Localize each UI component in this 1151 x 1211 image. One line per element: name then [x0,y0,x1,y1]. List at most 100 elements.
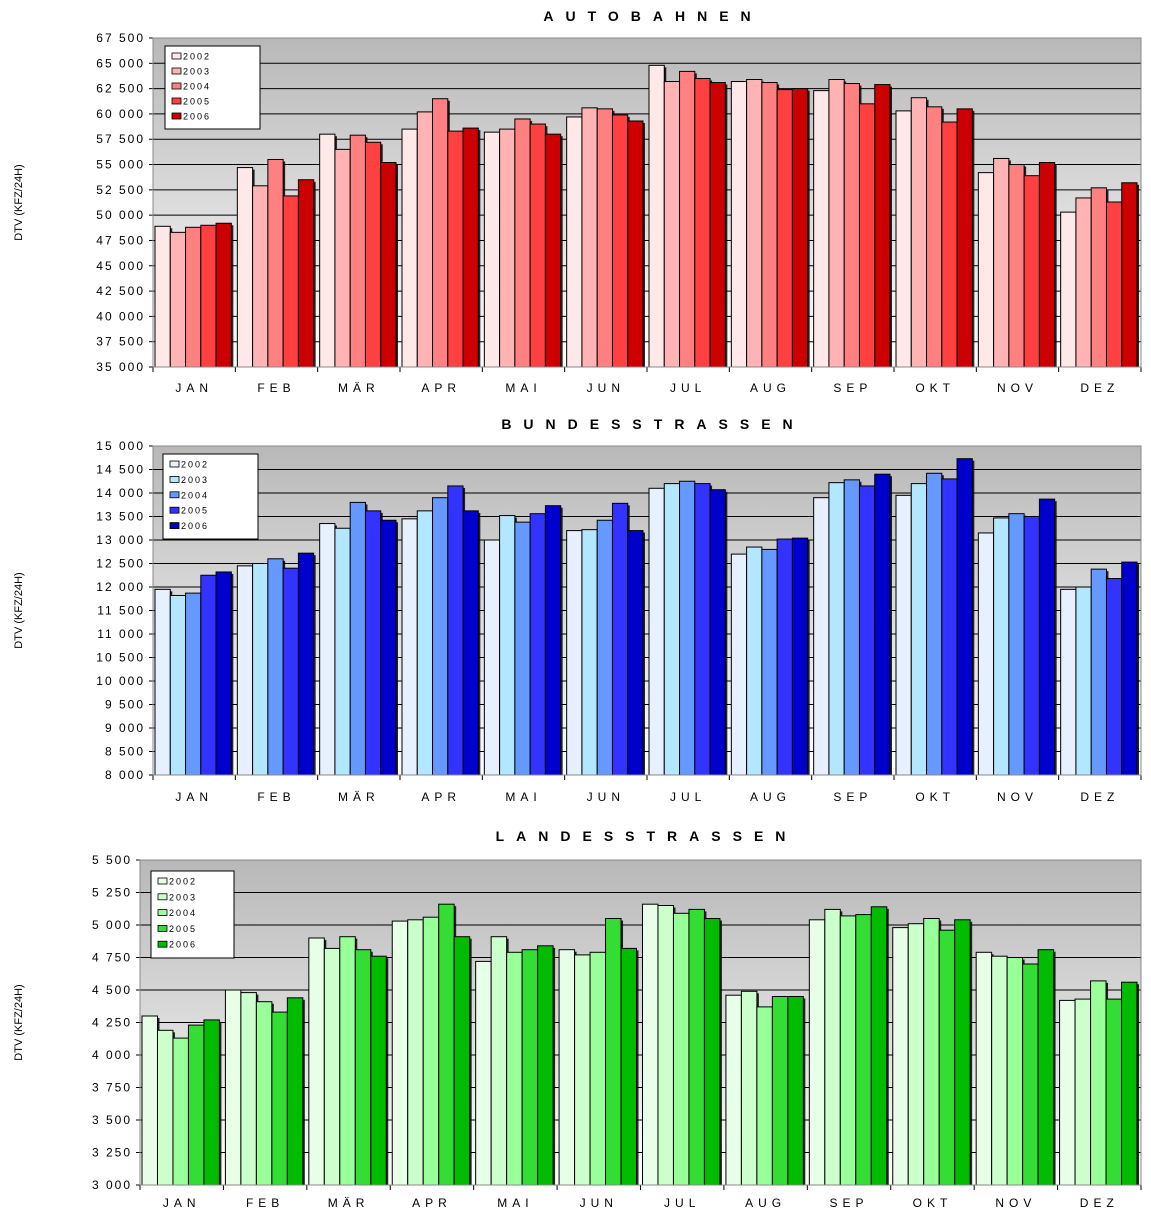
bar-2002-sep [813,497,830,776]
x-tick-label: DEZ [1080,1196,1119,1210]
bar-2006-maer [380,162,397,368]
y-tick-label: 4 500 [92,983,132,997]
legend-entry: 2003 [181,475,209,485]
x-tick-label: MÄR [338,381,380,395]
bar-2005-sep [858,103,876,368]
bar-2005-maer [364,510,382,776]
bar-2005-dez [1105,578,1123,776]
bar-2006-sep [874,473,891,776]
legend-entry: 2006 [181,521,209,531]
bar-2006-mai [537,945,554,1186]
bar-2006-nov [1037,949,1055,1186]
bar-2006-jul [703,918,721,1186]
bar-2004-dez [1090,187,1107,368]
bar-2003-jan [169,231,187,368]
bar-2004-nov [1006,957,1024,1186]
bar-2004-feb [267,158,284,368]
y-tick-label: 9 000 [105,721,145,735]
bar-2003-maer [334,527,351,776]
bar-2004-jun [589,951,607,1186]
y-tick-label: 65 000 [96,56,145,70]
bar-2006-mai [544,505,562,776]
bar-2003-aug [746,79,763,368]
bar-2003-apr [407,919,424,1186]
bar-2002-maer [308,937,325,1186]
bar-2005-jun [611,502,629,776]
bar-2004-dez [1090,568,1107,776]
bar-2005-sep [858,485,876,776]
bar-2005-okt [941,478,958,776]
bar-2003-sep [828,482,845,776]
y-tick-label: 62 500 [96,82,145,96]
bar-2004-jan [185,226,202,368]
bar-2003-jun [574,954,591,1186]
y-tick-label: 4 750 [92,951,132,965]
x-tick-label: AUG [750,381,791,395]
bar-2006-aug [791,537,809,776]
legend: 2002 2003 2004 2005 2006 [162,453,259,540]
bar-2005-feb [282,195,299,368]
y-tick-label: 11 000 [97,627,145,641]
x-tick-label: JUL [670,790,706,804]
x-tick-label: JAN [175,790,213,804]
bar-2002-okt [895,494,912,776]
bar-2003-okt [907,923,925,1186]
plot-border [152,445,1142,776]
bar-2002-apr [401,128,418,368]
bar-2002-nov [977,172,995,368]
bar-2003-aug [746,546,763,776]
bar-2003-jan [169,594,187,776]
bar-2003-dez [1075,586,1092,776]
x-tick-label: OKT [915,381,955,395]
bar-2003-okt [910,483,928,776]
chart-bundesstrassen: 8 000 8 500 9 000 9 500 10 000 10 500 11 000 11… [13,416,1142,804]
y-tick-label: 9 500 [105,698,145,712]
x-tick-label: APR [421,790,461,804]
y-tick-label: 10 500 [96,651,145,665]
bar-2004-maer [349,134,366,368]
bar-2002-jun [558,949,576,1186]
y-tick-label: 14 500 [96,463,145,477]
bar-2003-sep [824,908,841,1186]
bar-2004-maer [339,936,356,1186]
y-tick-label: 14 000 [96,486,145,500]
plot-border [139,859,1142,1186]
x-tick-label: NOV [995,1196,1036,1210]
legend-swatch [171,52,182,60]
bar-2002-aug [725,994,742,1186]
bar-2005-jan [200,574,217,776]
bar-2005-jul [694,77,711,368]
bar-2002-apr [391,920,409,1186]
bar-2005-mai [521,949,539,1186]
legend-swatch [157,877,168,885]
x-tick-label: JUL [670,381,706,395]
y-tick-label: 5 500 [92,853,132,867]
bar-2003-nov [991,955,1008,1186]
bar-2002-mai [475,960,492,1186]
x-tick-label: MÄR [338,790,380,804]
bar-2002-dez [1060,211,1077,368]
x-tick-label: OKT [915,790,955,804]
bar-2003-feb [252,185,269,368]
legend-entry: 2006 [169,940,197,950]
bar-2002-nov [975,951,993,1186]
bar-2006-dez [1121,182,1138,368]
bar-2006-feb [297,179,315,368]
legend-swatch [169,476,180,483]
bar-2005-apr [447,130,464,368]
y-tick-label: 55 000 [96,158,145,172]
bar-2003-dez [1075,197,1092,368]
legend-swatch [171,112,182,120]
chart-autobahnen: 35 000 37 500 40 000 42 500 45 000 47 500 50 0… [13,8,1142,395]
bar-2006-jul [709,82,726,368]
bar-2004-sep [839,915,857,1186]
bar-2003-aug [740,990,758,1186]
y-axis-label: DTV (KFZ/24H) [13,984,25,1060]
x-tick-label: MAI [505,381,541,395]
y-tick-label: 15 000 [96,439,145,453]
y-tick-label: 60 000 [96,107,145,121]
legend-entry: 2004 [169,908,197,918]
bar-2002-dez [1060,588,1077,776]
y-tick-label: 10 000 [96,674,145,688]
x-tick-label: JUN [587,381,625,395]
